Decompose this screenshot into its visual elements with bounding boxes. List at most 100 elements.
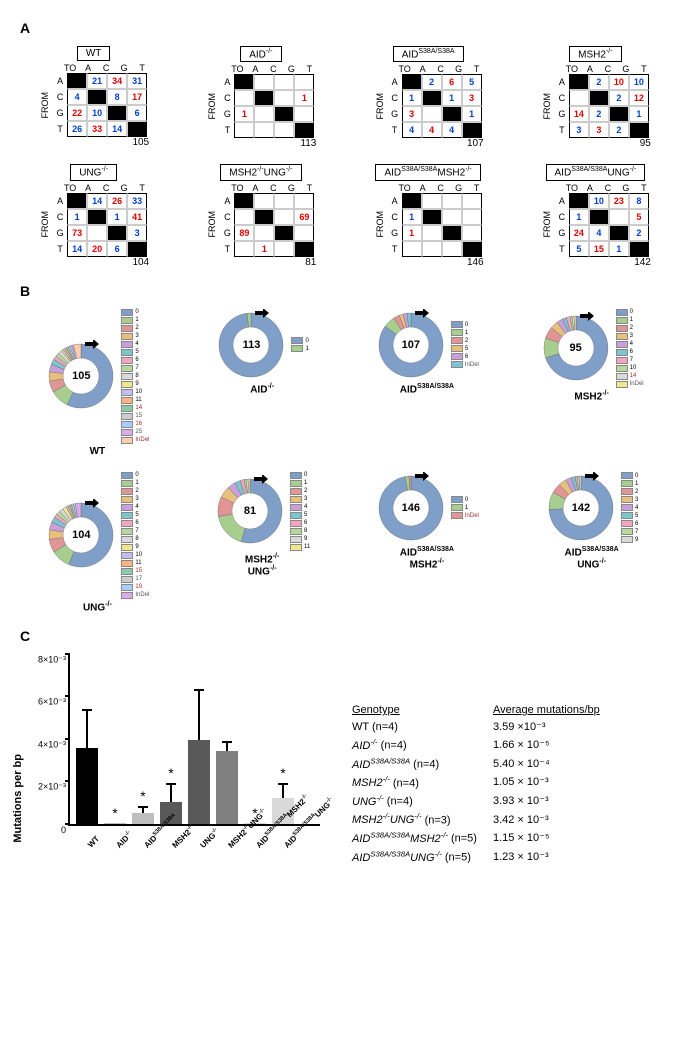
matrix-cell: 22 <box>67 105 87 121</box>
matrix-cell: 15 <box>589 241 609 257</box>
matrix-cell <box>422 90 442 106</box>
matrix-title: MSH2-/- <box>569 46 621 62</box>
matrix-cell: 1 <box>629 106 649 122</box>
donut-label: MSH2-/- <box>574 390 608 402</box>
matrix-title: WT <box>77 46 111 61</box>
matrix-cell: 1 <box>442 90 462 106</box>
barchart-ylabel: Mutations per bp <box>12 754 24 843</box>
table-row: AIDS38A/S38A (n=4)5.40 × 10⁻⁴ <box>352 755 614 772</box>
matrix-cell <box>294 241 314 257</box>
matrix-cell: 31 <box>127 73 147 89</box>
matrix-cell: 1 <box>234 106 254 122</box>
matrix-cell <box>402 193 422 209</box>
matrix-cell <box>274 74 294 90</box>
matrix-cell <box>422 225 442 241</box>
matrix-cell: 6 <box>127 105 147 121</box>
matrix-cell <box>294 106 314 122</box>
mutation-table: GenotypeAverage mutations/bpWT (n=4)3.59… <box>350 701 616 867</box>
donut-chart: 8101234568911MSH2-/-UNG-/- <box>187 472 337 613</box>
table-cell: UNG-/- (n=4) <box>352 792 491 809</box>
mutation-matrix: UNG-/-TOACGTFROMA142633C1141G733T1420610… <box>36 164 151 267</box>
matrix-cell: 20 <box>87 241 107 257</box>
matrix-cell <box>127 121 147 137</box>
matrix-cell <box>422 106 442 122</box>
donut-chart: 10401234567891011151719InDelUNG-/- <box>22 472 172 613</box>
table-row: AID-/- (n=4)1.66 × 10⁻⁵ <box>352 736 614 753</box>
matrix-cell: 26 <box>67 121 87 137</box>
matrix-cell <box>254 225 274 241</box>
panel-c-label: C <box>20 628 669 644</box>
donut-n: 95 <box>569 342 581 354</box>
matrix-cell <box>274 106 294 122</box>
matrix-title: AIDS38A/S38AMSH2-/- <box>375 164 480 180</box>
bar-xlabel: UNG-/- <box>198 827 220 849</box>
matrix-cell: 1 <box>67 209 87 225</box>
table-cell: WT (n=4) <box>352 719 491 734</box>
donut-legend: 01234671014InDel <box>616 309 644 388</box>
table-cell: MSH2-/- (n=4) <box>352 774 491 791</box>
table-row: UNG-/- (n=4)3.93 × 10⁻³ <box>352 792 614 809</box>
bar-xlabel: MSH2-/- <box>170 827 192 849</box>
ytick: 6×10⁻³ <box>38 697 70 708</box>
bar <box>76 748 98 824</box>
matrix-cell <box>234 122 254 138</box>
mutation-matrix: MSH2-/-UNG-/-TOACGTFROMAC69G89T181 <box>203 164 318 267</box>
matrix-cell <box>254 193 274 209</box>
ytick: 8×10⁻³ <box>38 654 70 665</box>
matrix-cell <box>274 193 294 209</box>
matrix-cell <box>294 225 314 241</box>
matrix-cell <box>254 106 274 122</box>
matrix-cell <box>254 90 274 106</box>
donut-n: 105 <box>72 370 90 382</box>
table-cell: AIDS38A/S38A (n=4) <box>352 755 491 772</box>
matrix-cell: 33 <box>87 121 107 137</box>
matrix-cell: 6 <box>107 241 127 257</box>
matrix-cell <box>609 225 629 241</box>
table-cell: 1.15 × 10⁻⁵ <box>493 829 614 846</box>
donut-chart: 11301AID-/- <box>187 309 337 457</box>
matrix-cell: 3 <box>402 106 422 122</box>
matrix-cell <box>67 73 87 89</box>
sig-star: * <box>112 805 117 821</box>
matrix-cell: 5 <box>629 209 649 225</box>
donut-label: AIDS38A/S38AMSH2-/- <box>400 546 454 571</box>
matrix-cell: 4 <box>402 122 422 138</box>
matrix-cell: 2 <box>589 74 609 90</box>
panel-b-label: B <box>20 283 669 299</box>
matrix-n: 95 <box>640 138 651 149</box>
bar-xlabel: AID-/- <box>114 827 136 849</box>
matrix-cell <box>589 209 609 225</box>
matrix-cell: 4 <box>67 89 87 105</box>
matrix-cell: 14 <box>67 241 87 257</box>
barchart-bars: ***** <box>68 654 326 824</box>
table-row: AIDS38A/S38AMSH2-/- (n=5)1.15 × 10⁻⁵ <box>352 829 614 846</box>
matrix-cell <box>569 74 589 90</box>
matrix-n: 104 <box>132 257 149 268</box>
matrix-cell: 12 <box>629 90 649 106</box>
matrix-cell <box>234 241 254 257</box>
donut-label: MSH2-/-UNG-/- <box>245 553 279 578</box>
ytick: 4×10⁻³ <box>38 739 70 750</box>
matrix-cell <box>294 122 314 138</box>
matrix-cell: 73 <box>67 225 87 241</box>
matrix-cell: 10 <box>609 74 629 90</box>
matrix-cell <box>402 74 422 90</box>
matrix-n: 146 <box>467 257 484 268</box>
matrix-cell <box>294 74 314 90</box>
donut-label: WT <box>90 446 106 457</box>
matrix-cell <box>274 209 294 225</box>
donut-legend: 01256InDel <box>451 321 479 368</box>
matrix-cell <box>127 241 147 257</box>
matrix-cell: 89 <box>234 225 254 241</box>
matrix-cell: 2 <box>422 74 442 90</box>
matrix-n: 113 <box>300 138 316 149</box>
matrix-cell <box>234 90 254 106</box>
matrix-cell <box>442 193 462 209</box>
matrix-cell: 1 <box>462 106 482 122</box>
donut-legend: 0123456789101114151625InDel <box>121 309 149 444</box>
matrix-cell: 4 <box>422 122 442 138</box>
matrix-cell: 2 <box>629 225 649 241</box>
bar <box>216 751 238 824</box>
mutation-matrix: AIDS38A/S38AUNG-/-TOACGTFROMA10238C15G24… <box>538 164 653 267</box>
matrix-title: AIDS38A/S38AUNG-/- <box>546 164 646 180</box>
